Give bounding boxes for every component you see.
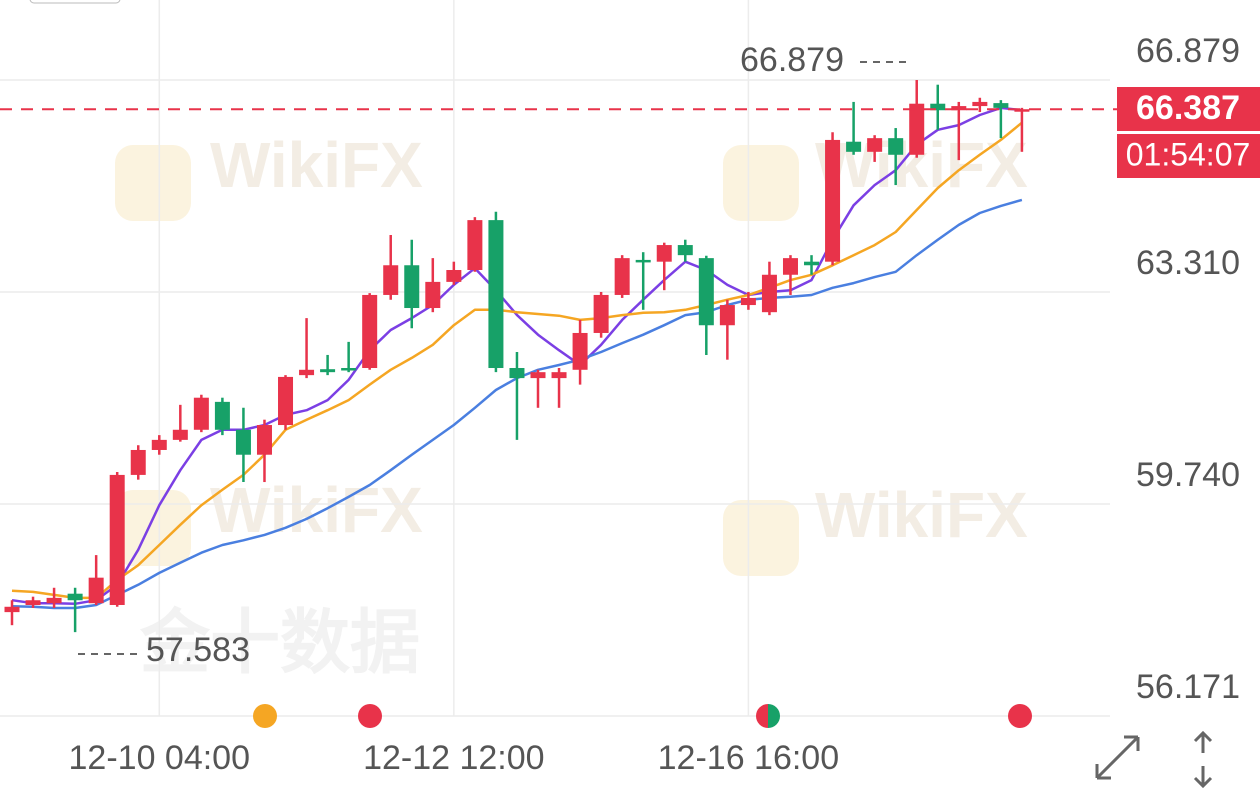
- x-tick-label: 12-10 04:00: [69, 739, 251, 777]
- watermark-cn: 金十数据: [139, 603, 420, 681]
- candle-body: [846, 141, 862, 152]
- candle-body: [782, 258, 798, 275]
- candle-body: [88, 577, 104, 604]
- candle-body: [1014, 109, 1030, 112]
- candle-body: [151, 439, 167, 450]
- min-label: 57.583: [146, 631, 250, 669]
- x-tick-label: 12-16 16:00: [658, 739, 840, 777]
- candle-body: [740, 297, 756, 306]
- controls: [1095, 730, 1213, 789]
- candle-body: [951, 106, 967, 111]
- candle-body: [488, 220, 504, 369]
- candle-body: [172, 429, 188, 440]
- event-dots: [253, 704, 1032, 728]
- candle-body: [320, 369, 336, 373]
- candle-body: [278, 376, 294, 426]
- candle-body: [509, 368, 525, 379]
- candle-body: [46, 597, 62, 604]
- candle-body: [4, 606, 20, 613]
- last-price-label: 66.387: [1136, 89, 1240, 127]
- watermark-logo: [115, 145, 191, 221]
- watermark-logo: [723, 500, 799, 576]
- candle-body: [25, 600, 41, 605]
- candle-body: [383, 265, 399, 295]
- event-dot[interactable]: [768, 704, 780, 728]
- candle-body: [677, 245, 693, 256]
- extreme-labels: 66.879 57.583: [78, 41, 910, 669]
- y-tick-label: 66.879: [1136, 32, 1240, 70]
- y-tick-label: 63.310: [1136, 244, 1240, 282]
- scale-icon[interactable]: [1193, 730, 1213, 789]
- candle-body: [909, 103, 925, 155]
- expand-icon[interactable]: [1095, 735, 1140, 780]
- ma-line: [11, 121, 1023, 600]
- candle-body: [825, 139, 841, 262]
- candle-body: [972, 101, 988, 107]
- candle-body: [572, 332, 588, 370]
- candles: [4, 80, 1030, 633]
- candle-body: [698, 258, 714, 326]
- candle-body: [109, 474, 125, 605]
- candle-body: [530, 372, 546, 379]
- candle-body: [256, 425, 272, 455]
- event-dot[interactable]: [253, 704, 277, 728]
- candle-body: [867, 138, 883, 152]
- watermarks: WikiFX WikiFX WikiFX WikiFX 金十数据: [115, 129, 1028, 681]
- candle-body: [656, 245, 672, 262]
- watermark: WikiFX: [815, 479, 1028, 551]
- event-dot[interactable]: [358, 704, 382, 728]
- candle-body: [804, 261, 820, 266]
- ma-line: [11, 106, 1023, 606]
- candle-body: [719, 305, 735, 326]
- candle-body: [362, 294, 378, 369]
- countdown: 01:54:07: [1126, 136, 1251, 172]
- candle-body: [67, 593, 83, 601]
- candle-body: [888, 138, 904, 155]
- candle-body: [404, 265, 420, 309]
- candle-body: [551, 372, 567, 379]
- candle-body: [425, 281, 441, 309]
- price-tag: 66.387 01:54:07: [1117, 87, 1260, 178]
- candle-body: [593, 294, 609, 333]
- watermark-logo: [115, 490, 191, 566]
- candle-body: [299, 369, 315, 376]
- candle-body: [130, 449, 146, 475]
- candle-body: [761, 274, 777, 313]
- candle-body: [930, 103, 946, 111]
- x-tick-label: 12-12 12:00: [363, 739, 545, 777]
- price-box: [1117, 87, 1260, 131]
- candle-body: [341, 368, 357, 371]
- watermark-logo: [723, 145, 799, 221]
- y-tick-label: 59.740: [1136, 456, 1240, 494]
- max-label: 66.879: [740, 41, 844, 79]
- top-box: [29, 0, 121, 4]
- y-tick-label: 56.171: [1136, 668, 1240, 706]
- countdown-box: [1117, 134, 1260, 178]
- grid: 56.171 59.740 63.310 66.879 12-10 04:00 12-12…: [0, 0, 1240, 777]
- candle-body: [235, 429, 251, 455]
- candle-body: [193, 397, 209, 430]
- watermark: WikiFX: [210, 474, 423, 546]
- event-dot[interactable]: [1008, 704, 1032, 728]
- candle-body: [214, 401, 230, 430]
- candle-body: [635, 259, 651, 263]
- candle-body: [993, 103, 1009, 108]
- candle-body: [467, 220, 483, 271]
- watermark: WikiFX: [210, 129, 423, 201]
- event-dot[interactable]: [756, 704, 768, 728]
- candle-body: [446, 270, 462, 282]
- candle-body: [614, 258, 630, 295]
